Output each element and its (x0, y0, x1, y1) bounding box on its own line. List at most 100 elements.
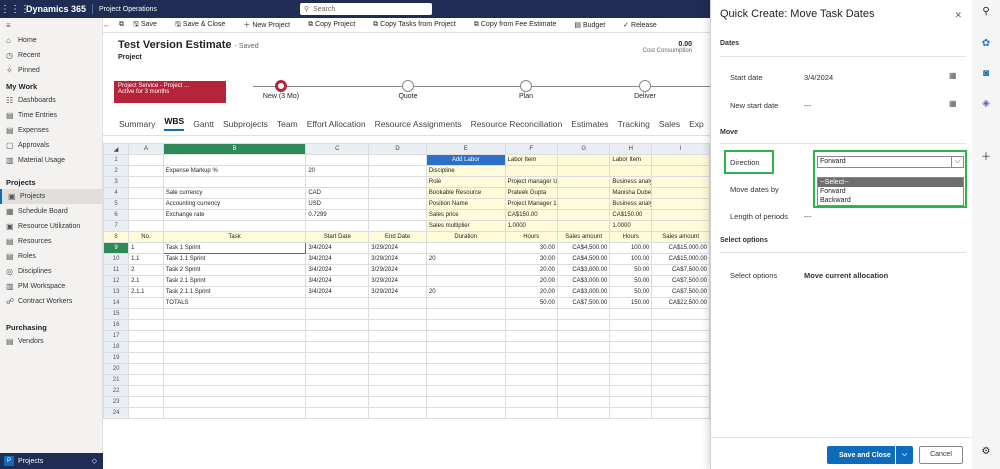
search-icon[interactable]: ⚲ (982, 6, 990, 17)
table-cell[interactable] (128, 176, 164, 188)
table-cell[interactable] (368, 407, 427, 419)
table-cell[interactable]: Hours (504, 231, 558, 243)
table-cell[interactable] (368, 176, 427, 188)
table-cell[interactable]: 3/29/2024 (368, 264, 427, 276)
table-cell[interactable]: Exchange rate (162, 209, 307, 221)
teams-icon[interactable]: ◈ (982, 98, 990, 109)
hamburger-menu-icon[interactable]: ≡ (6, 21, 11, 30)
table-cell[interactable]: Task 2 Sprint (162, 264, 307, 276)
table-cell[interactable]: Role (425, 176, 506, 188)
table-cell[interactable] (556, 198, 611, 210)
table-cell[interactable]: 20.00 (504, 275, 558, 287)
table-cell[interactable] (651, 352, 710, 364)
row-number[interactable]: 19 (102, 352, 130, 364)
table-cell[interactable]: 3/4/2024 (305, 264, 370, 276)
table-cell[interactable]: CA$3,000.00 (556, 286, 611, 298)
stage-deliver[interactable]: Deliver (615, 80, 675, 100)
row-number[interactable]: 9 (102, 242, 130, 254)
table-cell[interactable] (368, 209, 427, 221)
table-cell[interactable] (305, 297, 370, 309)
table-cell[interactable] (368, 341, 427, 353)
table-cell[interactable]: Duration (425, 231, 506, 243)
table-cell[interactable]: Sales amount (556, 231, 611, 243)
table-cell[interactable] (162, 396, 307, 408)
tab-exp[interactable]: Exp (689, 118, 704, 129)
sidebar-item-roles[interactable]: ▤ Roles (0, 249, 102, 264)
row-number[interactable]: 5 (102, 198, 130, 210)
table-cell[interactable]: Prateek Gupta (504, 187, 558, 199)
tab-estimates[interactable]: Estimates (571, 118, 609, 129)
sidebar-item[interactable]: ⌂ Home (0, 33, 102, 48)
table-cell[interactable] (504, 385, 558, 397)
table-cell[interactable]: TOTALS (162, 297, 307, 309)
table-cell[interactable] (305, 330, 370, 342)
table-cell[interactable]: 2 (128, 264, 164, 276)
table-cell[interactable]: Labor Item (504, 154, 558, 166)
table-cell[interactable]: 0.7299 (305, 209, 370, 221)
sidebar-item[interactable]: ✧ Pinned (0, 63, 102, 78)
table-cell[interactable]: Sales amount (651, 231, 710, 243)
table-cell[interactable] (368, 385, 427, 397)
table-cell[interactable] (162, 308, 307, 320)
table-cell[interactable]: CA$15,000.00 (651, 242, 710, 254)
table-cell[interactable] (162, 385, 307, 397)
table-cell[interactable] (425, 352, 506, 364)
column-header[interactable]: G (556, 143, 611, 155)
table-cell[interactable]: Task 1 Sprint (162, 242, 307, 254)
table-cell[interactable] (128, 407, 164, 419)
wbs-spreadsheet[interactable]: ◢ A B C D E F G H I 1 Add Labor Labor Item Labor Item… (102, 143, 710, 419)
table-cell[interactable] (504, 374, 558, 386)
table-cell[interactable]: 3/29/2024 (368, 253, 427, 265)
table-cell[interactable] (609, 396, 653, 408)
table-cell[interactable] (504, 396, 558, 408)
table-cell[interactable]: CA$3,000.00 (556, 275, 611, 287)
tab-resource-reconciliation[interactable]: Resource Reconciliation (470, 118, 563, 129)
table-cell[interactable] (609, 341, 653, 353)
chevron-down-icon[interactable]: ⌵ (895, 446, 913, 464)
table-cell[interactable]: 3/4/2024 (305, 275, 370, 287)
table-cell[interactable] (556, 165, 611, 177)
table-cell[interactable]: Project Manager 1 (504, 198, 558, 210)
calendar-icon[interactable]: ▦ (949, 71, 957, 80)
table-cell[interactable] (162, 407, 307, 419)
table-cell[interactable] (425, 385, 506, 397)
tab-gantt[interactable]: Gantt (193, 118, 215, 129)
direction-select[interactable]: Forward ⌵ (817, 156, 964, 168)
row-number[interactable]: 15 (102, 308, 130, 320)
table-cell[interactable]: Hours (609, 231, 653, 243)
table-cell[interactable]: Business analyst (609, 198, 653, 210)
add-labor-button[interactable]: Add Labor (425, 154, 506, 166)
row-number[interactable]: 14 (102, 297, 130, 309)
table-cell[interactable] (609, 308, 653, 320)
table-cell[interactable] (504, 352, 558, 364)
table-cell[interactable]: 1 (128, 242, 164, 254)
table-cell[interactable]: Task 2.1.1 Sprint (162, 286, 307, 298)
table-cell[interactable] (609, 165, 653, 177)
table-cell[interactable] (425, 264, 506, 276)
copilot-icon[interactable]: ✿ (981, 38, 991, 49)
table-cell[interactable] (305, 396, 370, 408)
table-cell[interactable] (128, 385, 164, 397)
table-cell[interactable] (651, 198, 710, 210)
table-cell[interactable] (425, 275, 506, 287)
table-cell[interactable] (128, 198, 164, 210)
row-number[interactable]: 2 (102, 165, 130, 177)
table-cell[interactable] (556, 363, 611, 375)
table-cell[interactable] (368, 319, 427, 331)
table-cell[interactable]: CA$15,000.00 (651, 253, 710, 265)
table-cell[interactable] (368, 352, 427, 364)
table-cell[interactable] (425, 363, 506, 375)
table-cell[interactable] (162, 352, 307, 364)
tab-tracking[interactable]: Tracking (617, 118, 650, 129)
table-cell[interactable]: 150.00 (609, 297, 653, 309)
table-cell[interactable]: 3/4/2024 (305, 242, 370, 254)
select-options-value[interactable]: Move current allocation (804, 271, 889, 280)
sidebar-item-disciplines[interactable]: ◎ Disciplines (0, 264, 102, 279)
table-cell[interactable] (368, 308, 427, 320)
table-cell[interactable]: Task (162, 231, 307, 243)
table-cell[interactable]: 20 (425, 286, 506, 298)
table-cell[interactable] (651, 319, 710, 331)
tab-sales[interactable]: Sales (658, 118, 681, 129)
table-cell[interactable] (556, 220, 611, 232)
table-cell[interactable]: CA$7,500.00 (556, 297, 611, 309)
